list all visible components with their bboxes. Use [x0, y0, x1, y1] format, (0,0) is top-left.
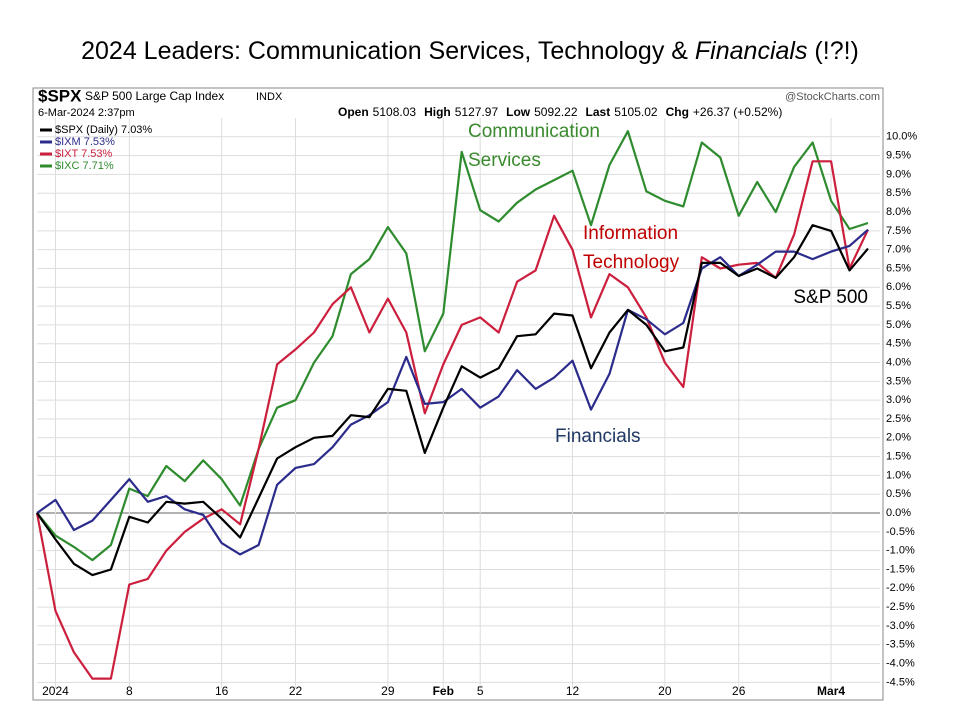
y-tick-label: -4.5%: [886, 676, 915, 688]
y-tick-label: -0.5%: [886, 526, 915, 538]
y-tick-label: -2.5%: [886, 601, 915, 613]
x-tick-label: Feb: [433, 684, 454, 698]
quote-value: 5108.03: [373, 105, 417, 119]
y-tick-label: 7.5%: [886, 225, 911, 237]
x-tick-label: 29: [381, 684, 395, 698]
source: @StockCharts.com: [785, 91, 880, 103]
slide-title: 2024 Leaders: Communication Services, Te…: [81, 37, 859, 65]
x-tick-label: 20: [658, 684, 672, 698]
y-tick-label: 7.0%: [886, 244, 911, 256]
y-tick-label: 0.0%: [886, 507, 911, 519]
x-tick-label: 22: [289, 684, 303, 698]
quote-label: High: [424, 105, 451, 119]
y-tick-label: 4.5%: [886, 338, 911, 350]
y-tick-label: -3.0%: [886, 620, 915, 632]
y-tick-label: 5.0%: [886, 319, 911, 331]
symbol: $SPX: [38, 86, 82, 105]
exchange: INDX: [256, 91, 283, 103]
x-tick-label: 26: [732, 684, 746, 698]
quote: Open 5108.03 High 5127.97 Low 5092.22 Last 5105…: [338, 105, 782, 119]
annotation: Information: [583, 223, 678, 244]
series-line: [36, 130, 869, 562]
y-tick-label: 9.5%: [886, 150, 911, 162]
quote-label: Last: [586, 105, 611, 119]
quote-value: 5105.02: [614, 105, 658, 119]
y-tick-label: 6.0%: [886, 281, 911, 293]
y-tick-label: 10.0%: [886, 131, 917, 143]
x-tick-label: Mar4: [817, 684, 845, 698]
y-tick-label: -2.0%: [886, 582, 915, 594]
x-tick-label: 2024: [42, 684, 69, 698]
y-tick-label: 0.5%: [886, 488, 911, 500]
y-tick-label: 2.5%: [886, 413, 911, 425]
quote-label: Open: [338, 105, 369, 119]
quote-value: 5092.22: [534, 105, 578, 119]
legend-label: $IXC 7.71%: [55, 160, 114, 172]
legend-label: $SPX (Daily) 7.03%: [55, 124, 152, 136]
y-tick-label: -4.0%: [886, 657, 915, 669]
y-tick-label: 1.0%: [886, 469, 911, 481]
y-tick-label: -1.0%: [886, 545, 915, 557]
legend-label: $IXT 7.53%: [55, 148, 112, 160]
y-tick-label: 8.0%: [886, 206, 911, 218]
y-tick-label: 8.5%: [886, 187, 911, 199]
quote-label: Low: [506, 105, 531, 119]
y-tick-label: -3.5%: [886, 639, 915, 651]
y-tick-label: 4.0%: [886, 356, 911, 368]
date: 6-Mar-2024 2:37pm: [38, 107, 135, 119]
y-tick-label: 1.5%: [886, 451, 911, 463]
annotation: Services: [468, 150, 541, 171]
quote-value: +26.37 (+0.52%): [693, 105, 782, 119]
title-part: Financials: [695, 37, 808, 65]
quote-label: Chg: [666, 105, 689, 119]
annotation: Technology: [583, 252, 680, 273]
annotation: Financials: [555, 426, 641, 447]
x-tick-label: 16: [215, 684, 229, 698]
title-part: 2024 Leaders: Communication Services, Te…: [81, 37, 688, 65]
x-tick-label: 8: [126, 684, 133, 698]
y-tick-label: -1.5%: [886, 563, 915, 575]
title-part: (!?!): [814, 37, 858, 65]
x-tick-label: 12: [566, 684, 580, 698]
y-tick-label: 6.5%: [886, 262, 911, 274]
legend-label: $IXM 7.53%: [55, 136, 115, 148]
y-tick-label: 2.0%: [886, 432, 911, 444]
y-tick-label: 5.5%: [886, 300, 911, 312]
annotation: Communication: [468, 121, 600, 142]
y-tick-label: 9.0%: [886, 168, 911, 180]
y-tick-label: 3.5%: [886, 375, 911, 387]
annotation: S&P 500: [793, 287, 868, 308]
y-tick-label: 3.0%: [886, 394, 911, 406]
index-name: S&P 500 Large Cap Index: [85, 89, 224, 103]
quote-value: 5127.97: [455, 105, 499, 119]
series-line: [36, 224, 869, 577]
x-tick-label: 5: [477, 684, 484, 698]
